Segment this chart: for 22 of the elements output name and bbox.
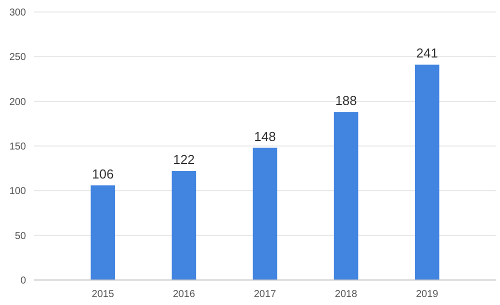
- bar: [172, 171, 196, 280]
- y-tick-label: 300: [9, 8, 26, 18]
- y-tick-label: 200: [9, 96, 26, 108]
- y-tick-label: 0: [20, 276, 26, 286]
- bar: [414, 64, 440, 280]
- y-tick-label: 50: [14, 230, 26, 242]
- bar: [252, 148, 278, 280]
- data-label: 188: [335, 93, 357, 108]
- x-tick-label: 2017: [254, 289, 277, 300]
- data-label: 106: [92, 166, 114, 182]
- y-tick-label: 100: [9, 186, 26, 198]
- data-label: 122: [173, 152, 195, 168]
- x-tick-label: 2015: [92, 289, 114, 300]
- y-tick-label: 150: [9, 142, 26, 152]
- x-tick-label: 2018: [334, 289, 358, 300]
- x-tick-label: 2019: [416, 289, 439, 300]
- y-tick-label: 250: [9, 52, 26, 64]
- bar: [334, 112, 358, 280]
- x-tick-label: 2016: [172, 289, 196, 300]
- bar: [90, 185, 116, 280]
- data-label: 241: [416, 46, 438, 61]
- data-label: 148: [254, 128, 276, 144]
